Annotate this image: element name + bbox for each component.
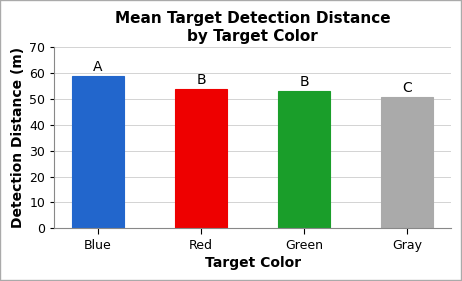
Text: B: B — [196, 73, 206, 87]
Bar — [73, 76, 124, 228]
Text: C: C — [402, 81, 412, 95]
Y-axis label: Detection Distance (m): Detection Distance (m) — [11, 47, 25, 228]
Bar — [176, 89, 227, 228]
Bar — [278, 90, 330, 228]
Text: B: B — [299, 75, 309, 89]
Bar — [381, 97, 433, 228]
X-axis label: Target Color: Target Color — [205, 256, 301, 270]
Title: Mean Target Detection Distance
by Target Color: Mean Target Detection Distance by Target… — [115, 11, 390, 44]
Text: A: A — [93, 60, 103, 74]
